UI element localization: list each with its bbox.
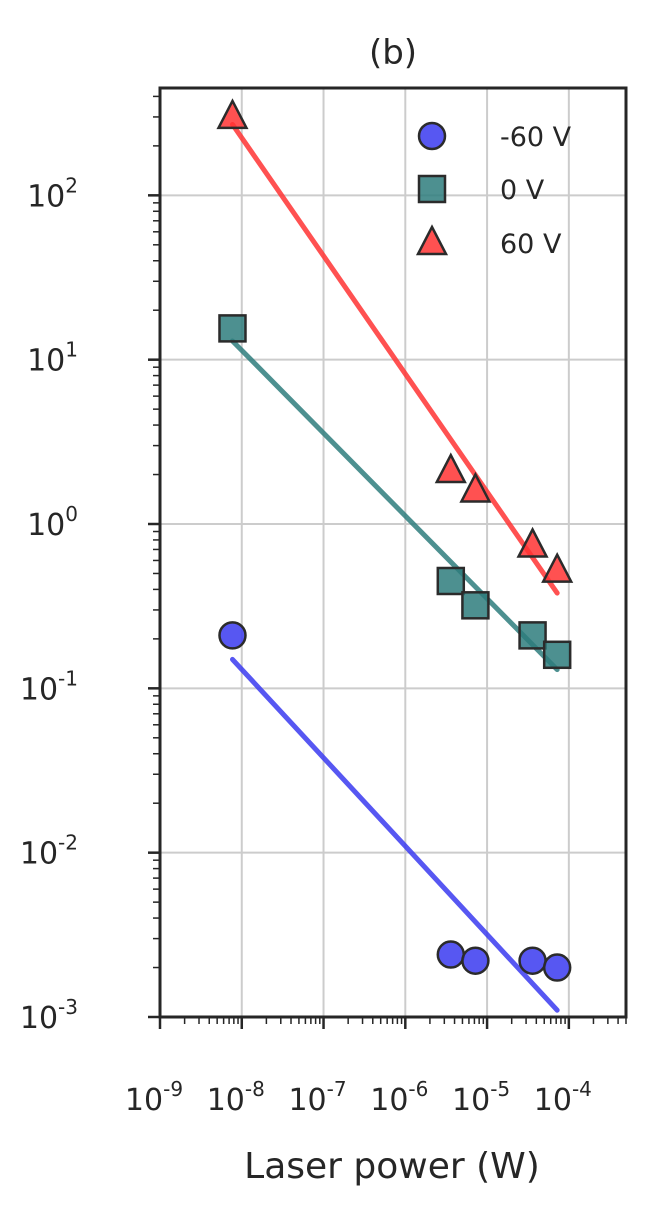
x-tick-exponent: -5 [490,1077,510,1101]
plot-frame [158,86,628,1019]
data-point [461,946,490,975]
fit-line [229,656,560,1013]
y-tick-label: 10-1 [20,666,78,707]
x-tick-exponent: -8 [245,1077,265,1101]
legend-marker [417,174,447,204]
x-tick-label: 10-6 [370,1077,428,1118]
point-layer [216,98,574,982]
fit-line [229,338,560,673]
y-tick-exponent: -2 [58,831,78,855]
data-point [516,526,549,558]
legend-label: 0 V [500,175,545,206]
data-point [436,940,466,969]
fit-layer [229,121,560,1013]
y-tick-exponent: 1 [65,338,78,362]
data-point [541,551,574,583]
legend: -60 V 0 V 60 V [415,121,572,260]
grid-layer [159,88,626,1018]
y-tick-exponent: -1 [58,666,78,690]
y-tick-label: 102 [27,173,78,214]
chart-title: (b) [369,33,417,73]
y-tick-label: 10-2 [20,831,78,872]
y-tick-exponent: 0 [65,502,78,526]
x-tick-exponent: -9 [163,1077,183,1101]
data-point [518,946,547,975]
y-tick-exponent: 2 [65,173,78,197]
x-tick-exponent: -4 [572,1077,592,1101]
data-point [216,98,249,130]
x-axis-label: Laser power (W) [244,1146,540,1187]
x-tick-label: 10-4 [534,1077,592,1118]
data-point [434,452,467,484]
legend-marker [415,224,449,256]
y-tick-label: 10-3 [20,995,78,1036]
y-tick-label: 100 [27,502,78,543]
x-tick-exponent: -7 [327,1077,347,1101]
legend-label: -60 V [500,122,572,153]
data-point [542,953,572,982]
data-point [518,621,547,650]
data-point [218,314,247,343]
x-tick-exponent: -6 [408,1077,428,1101]
legend-marker [417,121,447,151]
x-tick-label: 10-5 [452,1077,510,1118]
fit-line [229,121,560,596]
data-point [459,471,492,503]
x-tick-label: 10-9 [125,1077,183,1118]
y-tick-exponent: -3 [58,995,78,1019]
legend-label: 60 V [500,229,562,260]
x-tick-label: 10-7 [288,1077,346,1118]
data-point [461,591,490,620]
data-point [218,621,247,650]
x-tick-label: 10-8 [207,1077,265,1118]
data-point [436,566,466,596]
data-point [542,640,572,670]
y-tick-label: 101 [27,338,78,379]
